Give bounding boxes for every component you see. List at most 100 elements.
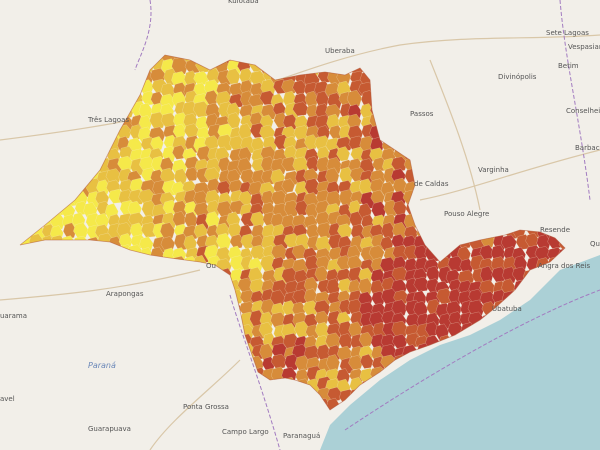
municipality-cell	[75, 245, 92, 260]
municipality-cell	[163, 266, 179, 282]
municipality-cell	[382, 80, 399, 97]
municipality-cell	[567, 398, 582, 412]
municipality-cell	[358, 398, 373, 410]
municipality-cell	[151, 299, 166, 317]
municipality-cell	[161, 258, 176, 274]
road-5	[429, 59, 481, 211]
municipality-cell	[94, 378, 111, 395]
municipality-cell	[20, 168, 33, 184]
municipality-cell	[31, 320, 46, 340]
municipality-cell	[524, 346, 538, 361]
municipality-cell	[149, 288, 166, 306]
municipality-cell	[72, 365, 88, 381]
municipality-cell	[456, 56, 472, 74]
municipality-cell	[448, 368, 465, 385]
municipality-cell	[369, 411, 383, 427]
municipality-cell	[20, 388, 34, 404]
municipality-cell	[163, 322, 180, 340]
municipality-cell	[546, 92, 564, 108]
place-label-parana: Paraná	[88, 361, 116, 370]
municipality-cell	[503, 357, 519, 374]
place-label-arapongas: Arapongas	[106, 290, 144, 298]
municipality-cell	[513, 91, 528, 107]
municipality-cell	[39, 409, 53, 410]
municipality-cell	[412, 71, 431, 87]
municipality-cell	[95, 213, 110, 229]
municipality-cell	[61, 135, 78, 151]
municipality-cell	[536, 158, 551, 177]
municipality-cell	[73, 301, 91, 317]
municipality-cell	[449, 334, 466, 351]
municipality-cell	[391, 125, 408, 143]
municipality-cell	[94, 299, 110, 315]
municipality-cell	[482, 111, 498, 130]
municipality-cell	[41, 324, 56, 343]
municipality-cell	[138, 409, 153, 410]
municipality-cell	[20, 343, 33, 361]
municipality-cell	[39, 115, 54, 131]
municipality-cell	[447, 157, 462, 172]
municipality-cell	[40, 191, 59, 208]
municipality-cell	[20, 203, 23, 221]
municipality-cell	[139, 300, 155, 317]
municipality-cell	[557, 202, 565, 218]
municipality-cell	[249, 386, 267, 403]
municipality-cell	[52, 179, 67, 198]
municipality-cell	[457, 179, 471, 198]
municipality-cell	[523, 201, 538, 219]
municipality-cell	[20, 322, 24, 339]
municipality-cell	[426, 148, 444, 166]
municipality-cell	[557, 90, 565, 107]
municipality-cell	[491, 192, 506, 209]
municipality-cell	[73, 222, 89, 239]
municipality-cell	[438, 90, 453, 107]
municipality-cell	[139, 366, 157, 383]
municipality-cell	[537, 289, 554, 307]
municipality-cell	[447, 93, 465, 111]
municipality-cell	[381, 398, 400, 410]
municipality-cell	[294, 320, 310, 338]
municipality-cell	[39, 257, 56, 276]
municipality-cell	[426, 387, 444, 406]
municipality-cell	[27, 147, 45, 163]
municipality-cell	[72, 135, 89, 155]
municipality-cell	[28, 179, 45, 196]
municipality-cell	[42, 290, 60, 308]
municipality-cell	[20, 401, 32, 410]
municipality-cell	[31, 124, 46, 144]
municipality-cell	[20, 268, 24, 286]
municipality-cell	[40, 145, 55, 161]
municipality-cell	[491, 112, 505, 131]
municipality-cell	[426, 159, 442, 177]
municipality-cell	[159, 222, 176, 240]
municipality-cell	[548, 278, 564, 297]
municipality-cell	[50, 268, 68, 284]
municipality-cell	[194, 313, 212, 332]
municipality-cell	[39, 68, 54, 85]
municipality-cell	[85, 243, 102, 260]
municipality-cell	[64, 301, 81, 319]
municipality-cell	[456, 156, 474, 174]
municipality-cell	[459, 135, 474, 154]
municipality-cell	[547, 302, 565, 319]
municipality-cell	[20, 114, 21, 132]
municipality-cell	[20, 55, 23, 63]
municipality-cell	[391, 156, 408, 172]
municipality-cell	[536, 378, 552, 394]
municipality-cell	[172, 279, 190, 296]
municipality-cell	[64, 159, 81, 178]
municipality-cell	[64, 147, 80, 167]
municipality-cell	[28, 81, 44, 100]
municipality-cell	[28, 111, 43, 130]
municipality-cell	[184, 354, 200, 373]
municipality-cell	[514, 312, 532, 330]
municipality-cell	[52, 389, 67, 404]
municipality-cell	[469, 147, 485, 164]
municipality-cell	[28, 200, 44, 216]
municipality-cell	[52, 299, 67, 317]
municipality-cell	[402, 397, 420, 410]
municipality-cell	[481, 79, 499, 96]
road-4	[419, 149, 600, 201]
